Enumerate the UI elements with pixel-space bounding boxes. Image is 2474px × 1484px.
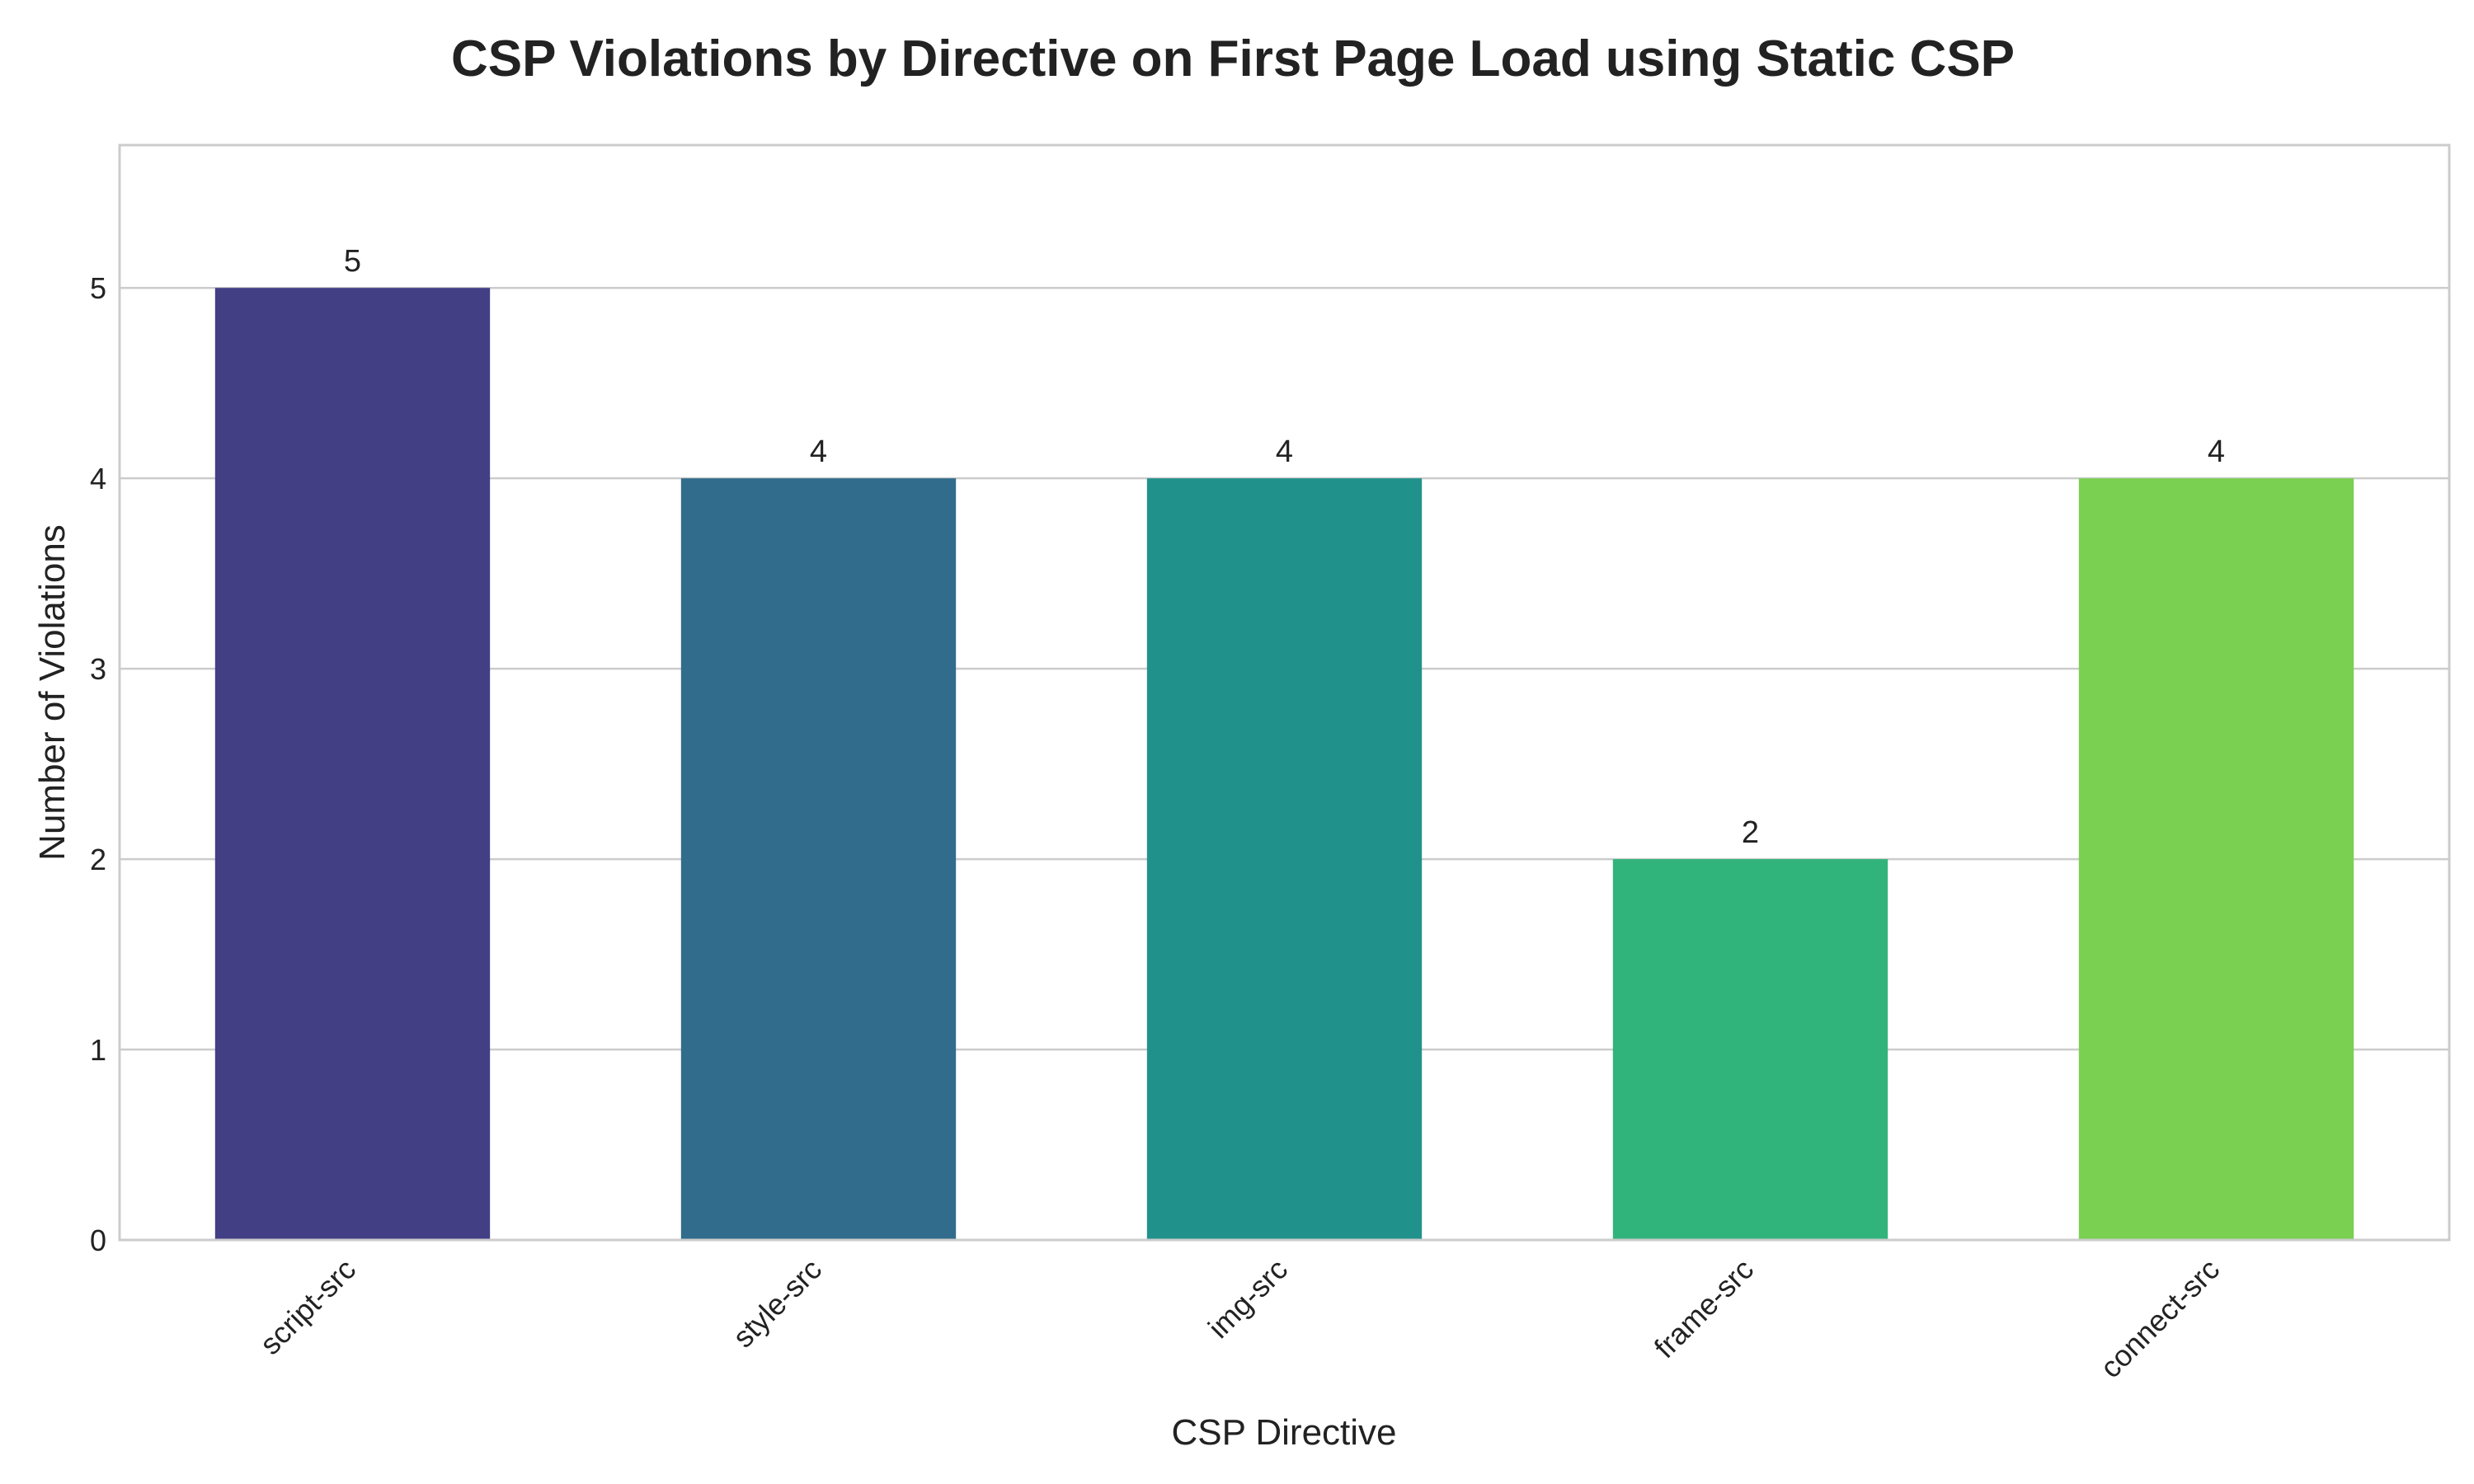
data-label-style-src: 4	[810, 434, 827, 469]
data-label-script-src: 5	[344, 244, 361, 279]
y-tick-label: 3	[90, 652, 106, 686]
bar-style-src	[680, 478, 957, 1240]
bar-script-src	[214, 288, 491, 1240]
y-ticks: 0 1 2 3 4 5	[90, 271, 106, 1257]
data-label-connect-src: 4	[2208, 434, 2225, 469]
data-label-img-src: 4	[1276, 434, 1293, 469]
y-axis-label: Number of Violations	[32, 524, 73, 861]
y-tick-label: 5	[90, 271, 106, 305]
bar-connect-src	[2078, 478, 2354, 1240]
x-tick-label-script-src: script-src	[253, 1252, 362, 1361]
bars	[214, 288, 2354, 1240]
data-label-frame-src: 2	[1742, 815, 1759, 850]
x-tick-label-frame-src: frame-src	[1648, 1252, 1760, 1364]
bar-img-src	[1146, 478, 1423, 1240]
x-ticks: script-src style-src img-src frame-src conne…	[253, 1252, 2226, 1385]
data-labels: 5 4 4 2 4	[344, 244, 2225, 850]
x-tick-label-img-src: img-src	[1202, 1252, 1294, 1345]
y-tick-label: 2	[90, 843, 106, 876]
y-tick-label: 1	[90, 1033, 106, 1067]
x-tick-label-style-src: style-src	[726, 1252, 828, 1355]
plot-frame	[118, 143, 2451, 1242]
bar-frame-src	[1612, 859, 1888, 1240]
chart-title: CSP Violations by Directive on First Pag…	[451, 31, 2015, 87]
y-tick-label: 0	[90, 1223, 106, 1257]
x-tick-label-connect-src: connect-src	[2094, 1252, 2227, 1385]
y-tick-label: 4	[90, 462, 106, 495]
x-axis-label: CSP Directive	[1171, 1412, 1396, 1453]
